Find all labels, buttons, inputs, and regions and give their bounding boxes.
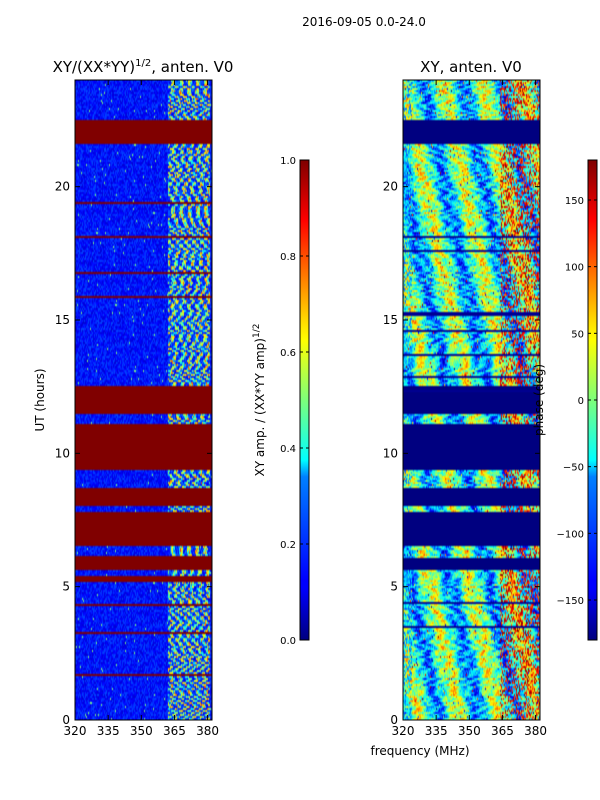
phase-title: XY, anten. V0 xyxy=(420,58,522,76)
colorbar-tick-label: 0.2 xyxy=(280,540,296,551)
amplitude-y-axis-label: UT (hours) xyxy=(33,368,47,431)
colorbar-tick-label: −100 xyxy=(557,529,584,540)
y-tick-label: 20 xyxy=(55,180,70,194)
colorbar-tick-label: 0 xyxy=(578,396,584,407)
x-axis-label: frequency (MHz) xyxy=(370,744,469,758)
y-tick-label: 0 xyxy=(390,713,398,727)
amplitude-title: XY/(XX*YY)1/2, anten. V0 xyxy=(53,58,234,76)
x-tick-label: 335 xyxy=(425,724,448,738)
x-tick-label: 365 xyxy=(491,724,514,738)
colorbar-tick-label: 150 xyxy=(565,196,584,207)
amplitude-plot-frame xyxy=(74,79,213,721)
colorbar-tick-label: 100 xyxy=(565,263,584,274)
colorbar-tick-label: 50 xyxy=(571,329,584,340)
y-tick-label: 15 xyxy=(55,313,70,327)
y-tick-label: 10 xyxy=(55,446,70,460)
x-tick-label: 350 xyxy=(458,724,481,738)
amplitude-colorbar-label: XY amp. / (XX*YY amp)1/2 xyxy=(252,324,267,477)
colorbar-tick-label: 0.6 xyxy=(280,348,296,359)
phase-colorbar-ticks: −150 −100 −50 0 50 100 150 xyxy=(557,196,597,607)
figure-suptitle: 2016-09-05 0.0-24.0 xyxy=(302,15,426,29)
amplitude-ticks: 320 335 350 365 380 0 5 10 15 20 xyxy=(55,80,219,738)
phase-colorbar: −150 −100 −50 0 50 100 150 phase (deg) xyxy=(532,159,598,641)
colorbar-tick-label: 1.0 xyxy=(280,156,296,167)
amplitude-colorbar: 0.0 0.2 0.4 0.6 0.8 1.0 XY amp. / (XX*YY amp)… xyxy=(252,156,310,647)
x-tick-label: 365 xyxy=(163,724,186,738)
x-tick-label: 320 xyxy=(64,724,87,738)
phase-plot-frame xyxy=(402,79,541,721)
x-tick-label: 320 xyxy=(392,724,415,738)
y-tick-label: 5 xyxy=(390,580,398,594)
y-tick-label: 0 xyxy=(62,713,70,727)
phase-colorbar-label: phase (deg) xyxy=(532,364,546,436)
amplitude-heatmap-image xyxy=(75,80,212,720)
panel-phase: XY, anten. V0 320 335 350 365 380 0 5 10 15 20 fr… xyxy=(370,58,547,758)
colorbar-tick-label: 0.8 xyxy=(280,252,296,263)
colorbar-tick-label: −150 xyxy=(557,596,584,607)
y-tick-label: 10 xyxy=(383,446,398,460)
x-tick-label: 380 xyxy=(196,724,219,738)
colorbar-tick-label: −50 xyxy=(563,463,584,474)
y-tick-label: 20 xyxy=(383,180,398,194)
x-tick-label: 350 xyxy=(130,724,153,738)
y-tick-label: 5 xyxy=(62,580,70,594)
phase-ticks: 320 335 350 365 380 0 5 10 15 20 xyxy=(383,80,547,738)
panel-amplitude: XY/(XX*YY)1/2, anten. V0 320 335 350 365 380… xyxy=(33,58,233,738)
amplitude-colorbar-ticks: 0.0 0.2 0.4 0.6 0.8 1.0 xyxy=(280,156,309,647)
amplitude-colorbar-bar xyxy=(299,159,310,641)
phase-heatmap-image xyxy=(403,80,540,720)
x-tick-label: 335 xyxy=(97,724,120,738)
y-tick-label: 15 xyxy=(383,313,398,327)
colorbar-tick-label: 0.4 xyxy=(280,444,296,455)
colorbar-tick-label: 0.0 xyxy=(280,636,296,647)
x-tick-label: 380 xyxy=(524,724,547,738)
